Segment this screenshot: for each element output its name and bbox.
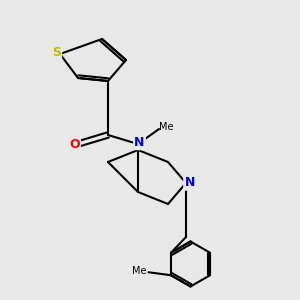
Text: N: N [134,136,145,149]
Text: N: N [184,176,195,190]
Text: O: O [69,137,80,151]
Text: Me: Me [159,122,174,133]
Text: Me: Me [132,266,147,276]
Text: S: S [52,46,61,59]
